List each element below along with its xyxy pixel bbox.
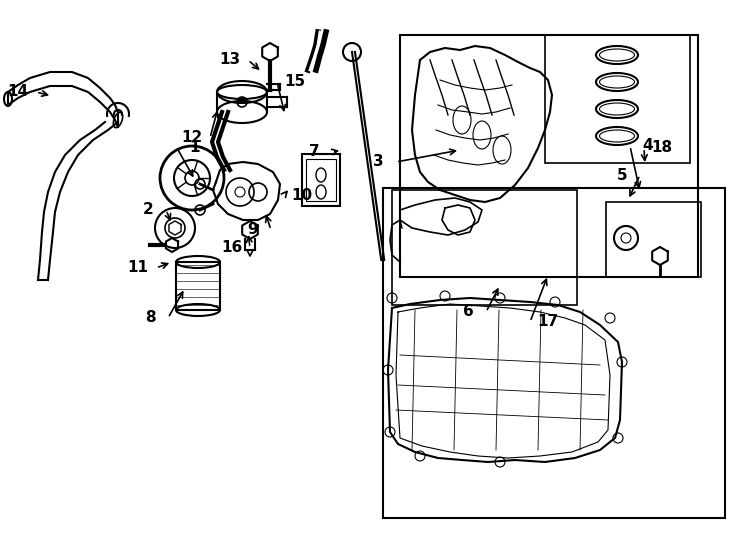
Text: 6: 6 bbox=[462, 305, 473, 320]
Text: 12: 12 bbox=[181, 131, 203, 145]
Text: 7: 7 bbox=[309, 145, 319, 159]
Text: 17: 17 bbox=[537, 314, 559, 329]
Text: 1: 1 bbox=[190, 140, 200, 156]
Bar bbox=[302, 154, 340, 206]
Text: 3: 3 bbox=[373, 154, 383, 170]
Text: 9: 9 bbox=[247, 222, 258, 238]
Bar bbox=[392, 190, 577, 305]
Text: 13: 13 bbox=[219, 52, 241, 68]
Bar bbox=[400, 35, 698, 277]
Text: 16: 16 bbox=[222, 240, 243, 255]
Bar bbox=[176, 262, 220, 310]
Text: 14: 14 bbox=[7, 84, 29, 99]
Text: 10: 10 bbox=[291, 187, 313, 202]
Text: 15: 15 bbox=[285, 75, 305, 90]
Text: 8: 8 bbox=[145, 310, 156, 326]
Bar bbox=[306, 159, 336, 201]
Bar bbox=[545, 35, 690, 163]
Text: 2: 2 bbox=[142, 202, 153, 218]
Bar bbox=[606, 202, 701, 277]
Text: 4: 4 bbox=[643, 138, 653, 153]
Text: 11: 11 bbox=[128, 260, 148, 275]
Text: 18: 18 bbox=[652, 140, 672, 156]
Bar bbox=[383, 188, 725, 518]
Text: 5: 5 bbox=[617, 167, 628, 183]
